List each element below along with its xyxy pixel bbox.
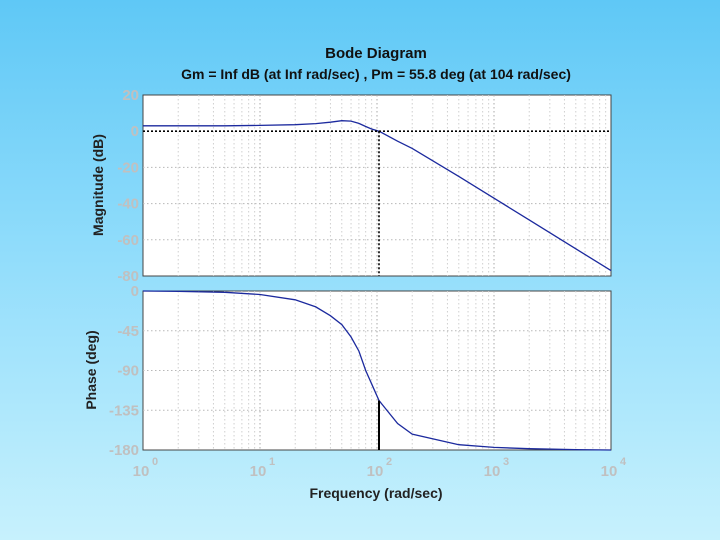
magnitude-y-tick-label: -40: [117, 196, 139, 213]
magnitude-axis-label: Magnitude (dB): [90, 134, 106, 236]
x-axis-label: Frequency (rad/sec): [309, 485, 442, 501]
magnitude-y-tick-label: 20: [122, 87, 139, 104]
magnitude-y-tick-label: 0: [131, 123, 139, 140]
x-tick-exponent: 1: [269, 456, 275, 468]
phase-y-tick-label: 0: [131, 283, 139, 300]
phase-plot: 0 -45 -90 -135 -180: [109, 283, 612, 459]
magnitude-y-tick-label: -60: [117, 232, 139, 249]
phase-y-tick-label: -45: [117, 323, 139, 340]
x-tick-base: 10: [484, 463, 501, 480]
phase-panel: [142, 290, 612, 451]
chart-title: Bode Diagram: [325, 45, 427, 62]
x-tick-base: 10: [250, 463, 267, 480]
phase-y-tick-label: -180: [109, 442, 139, 459]
x-tick-exponent: 2: [386, 456, 392, 468]
x-tick-base: 10: [367, 463, 384, 480]
x-tick-exponent: 4: [620, 456, 627, 468]
phase-y-tick-label: -90: [117, 363, 139, 380]
x-tick-exponent: 3: [503, 456, 509, 468]
phase-axis-label: Phase (deg): [83, 330, 99, 409]
x-tick-base: 10: [133, 463, 150, 480]
x-tick-base: 10: [601, 463, 618, 480]
x-tick-exponent: 0: [152, 456, 158, 468]
phase-y-tick-label: -135: [109, 402, 139, 419]
magnitude-y-tick-label: -20: [117, 159, 139, 176]
chart-subtitle: Gm = Inf dB (at Inf rad/sec) , Pm = 55.8…: [181, 66, 571, 82]
magnitude-curve: [143, 120, 612, 272]
magnitude-panel: [142, 94, 612, 277]
magnitude-y-tick-label: -80: [117, 268, 139, 285]
magnitude-plot: 20 0 -20 -40 -60 -80: [117, 87, 612, 285]
phase-curve: [142, 290, 612, 451]
